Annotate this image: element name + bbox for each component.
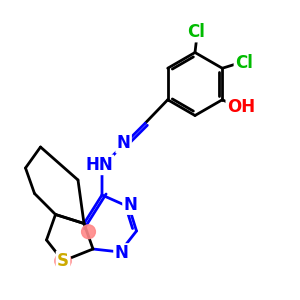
Circle shape (55, 253, 71, 269)
Text: S: S (57, 252, 69, 270)
Text: Cl: Cl (235, 54, 253, 72)
Text: N: N (115, 244, 128, 262)
Text: Cl: Cl (188, 23, 206, 41)
Text: N: N (117, 134, 130, 152)
Text: OH: OH (227, 98, 255, 116)
Circle shape (82, 225, 95, 239)
Text: HN: HN (85, 156, 113, 174)
Text: N: N (124, 196, 137, 214)
